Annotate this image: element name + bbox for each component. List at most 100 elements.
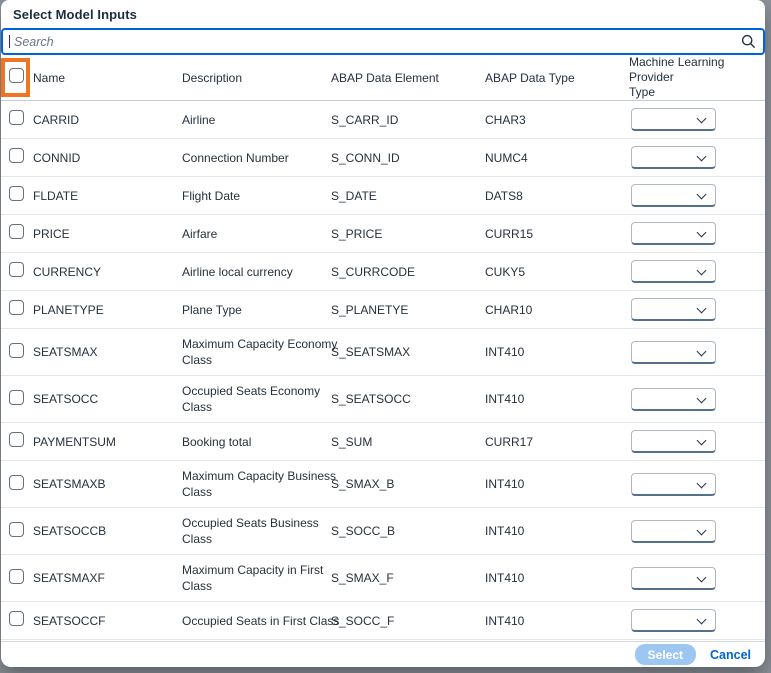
cell-abap-data-element: S_SUM xyxy=(331,434,485,450)
text-cursor xyxy=(9,35,10,48)
cell-abap-data-type: INT410 xyxy=(485,613,629,629)
cell-name: PRICE xyxy=(33,226,182,242)
chevron-down-icon xyxy=(698,305,706,313)
cell-abap-data-element: S_PRICE xyxy=(331,226,485,242)
cell-abap-data-element: S_CONN_ID xyxy=(331,150,485,166)
chevron-down-icon xyxy=(698,616,706,624)
ml-provider-select[interactable] xyxy=(631,222,716,245)
select-all-checkbox[interactable] xyxy=(9,68,24,83)
ml-provider-select[interactable] xyxy=(631,520,716,543)
column-header-name: Name xyxy=(33,70,182,86)
cell-abap-data-type: INT410 xyxy=(485,344,629,360)
cell-abap-data-type: DATS8 xyxy=(485,188,629,204)
cell-abap-data-element: S_SMAX_F xyxy=(331,570,485,586)
row-checkbox[interactable] xyxy=(9,186,24,201)
ml-provider-select[interactable] xyxy=(631,567,716,590)
chevron-down-icon xyxy=(698,267,706,275)
cell-abap-data-type: NUMC4 xyxy=(485,150,629,166)
cell-name: PAYMENTSUM xyxy=(33,434,182,450)
cell-abap-data-element: S_SEATSMAX xyxy=(331,344,485,360)
table-row: PLANETYPE Plane Type S_PLANETYE CHAR10 xyxy=(1,291,765,329)
table-row: FLDATE Flight Date S_DATE DATS8 xyxy=(1,177,765,215)
ml-provider-select[interactable] xyxy=(631,609,716,632)
table-row: SEATSOCC Occupied Seats Economy Class S_… xyxy=(1,376,765,423)
select-button[interactable]: Select xyxy=(635,644,696,665)
cell-description: Occupied Seats Business Class xyxy=(182,515,331,547)
row-checkbox[interactable] xyxy=(9,611,24,626)
table-row: SEATSMAX Maximum Capacity Economy Class … xyxy=(1,329,765,376)
table-row: SEATSMAXB Maximum Capacity Business Clas… xyxy=(1,461,765,508)
row-checkbox[interactable] xyxy=(9,343,24,358)
row-checkbox[interactable] xyxy=(9,262,24,277)
row-checkbox[interactable] xyxy=(9,300,24,315)
chevron-down-icon xyxy=(698,437,706,445)
cell-description: Occupied Seats Economy Class xyxy=(182,383,331,415)
cell-abap-data-type: CHAR10 xyxy=(485,302,629,318)
cell-abap-data-element: S_SOCC_F xyxy=(331,613,485,629)
table-header-row: Name Description ABAP Data Element ABAP … xyxy=(1,55,765,101)
cell-name: SEATSMAXF xyxy=(33,570,182,586)
search-bar xyxy=(1,28,765,55)
cell-abap-data-type: CURR15 xyxy=(485,226,629,242)
ml-provider-select[interactable] xyxy=(631,260,716,283)
cell-name: SEATSOCC xyxy=(33,391,182,407)
search-icon[interactable] xyxy=(741,34,756,49)
cell-name: SEATSOCCB xyxy=(33,523,182,539)
chevron-down-icon xyxy=(698,574,706,582)
cell-abap-data-element: S_SEATSOCC xyxy=(331,391,485,407)
cell-abap-data-type: CURR17 xyxy=(485,434,629,450)
cancel-button[interactable]: Cancel xyxy=(710,648,751,662)
ml-provider-select[interactable] xyxy=(631,341,716,364)
ml-provider-select[interactable] xyxy=(631,146,716,169)
cell-abap-data-element: S_PLANETYE xyxy=(331,302,485,318)
dialog-header: Select Model Inputs xyxy=(1,0,765,28)
cell-abap-data-type: INT410 xyxy=(485,570,629,586)
table-row: SEATSMAXF Maximum Capacity in First Clas… xyxy=(1,555,765,602)
ml-provider-select[interactable] xyxy=(631,108,716,131)
ml-provider-select[interactable] xyxy=(631,473,716,496)
chevron-down-icon xyxy=(698,191,706,199)
row-checkbox[interactable] xyxy=(9,148,24,163)
dialog-footer: Select Cancel xyxy=(1,641,765,667)
cell-description: Airline local currency xyxy=(182,264,331,280)
chevron-down-icon xyxy=(698,395,706,403)
table-row: SEATSOCCB Occupied Seats Business Class … xyxy=(1,508,765,555)
cell-abap-data-type: CHAR3 xyxy=(485,112,629,128)
row-checkbox[interactable] xyxy=(9,110,24,125)
row-checkbox[interactable] xyxy=(9,475,24,490)
cell-abap-data-element: S_DATE xyxy=(331,188,485,204)
cell-name: CARRID xyxy=(33,112,182,128)
ml-provider-select[interactable] xyxy=(631,298,716,321)
cell-description: Booking total xyxy=(182,434,331,450)
table-row: CURRENCY Airline local currency S_CURRCO… xyxy=(1,253,765,291)
cell-description: Maximum Capacity Business Class xyxy=(182,468,331,500)
cell-abap-data-element: S_SOCC_B xyxy=(331,523,485,539)
cell-name: PLANETYPE xyxy=(33,302,182,318)
table-row: PRICE Airfare S_PRICE CURR15 xyxy=(1,215,765,253)
chevron-down-icon xyxy=(698,229,706,237)
dialog-title: Select Model Inputs xyxy=(13,7,137,22)
ml-provider-select[interactable] xyxy=(631,430,716,453)
row-checkbox[interactable] xyxy=(9,432,24,447)
cell-description: Maximum Capacity in First Class xyxy=(182,562,331,594)
chevron-down-icon xyxy=(698,480,706,488)
select-model-inputs-dialog: Select Model Inputs Name Description ABA… xyxy=(1,0,765,667)
ml-provider-select[interactable] xyxy=(631,388,716,411)
chevron-down-icon xyxy=(698,348,706,356)
column-header-abap-data-type: ABAP Data Type xyxy=(485,70,629,86)
cell-name: SEATSMAX xyxy=(33,344,182,360)
cell-description: Plane Type xyxy=(182,302,331,318)
cell-name: FLDATE xyxy=(33,188,182,204)
search-input[interactable] xyxy=(1,28,765,55)
ml-provider-select[interactable] xyxy=(631,184,716,207)
cell-description: Occupied Seats in First Class xyxy=(182,613,331,629)
chevron-down-icon xyxy=(698,153,706,161)
cell-description: Airline xyxy=(182,112,331,128)
column-header-description: Description xyxy=(182,70,331,86)
column-header-ml-provider-type: Machine Learning Provider Type xyxy=(629,55,765,100)
row-checkbox[interactable] xyxy=(9,224,24,239)
row-checkbox[interactable] xyxy=(9,522,24,537)
row-checkbox[interactable] xyxy=(9,390,24,405)
row-checkbox[interactable] xyxy=(9,569,24,584)
chevron-down-icon xyxy=(698,115,706,123)
